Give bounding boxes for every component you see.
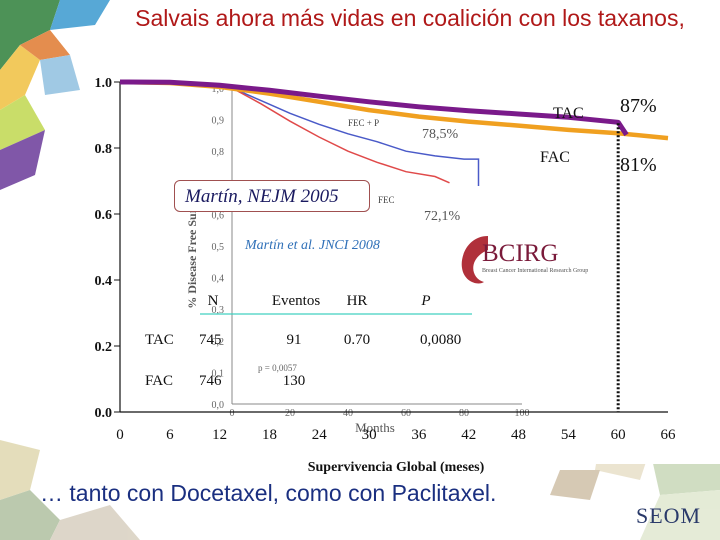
inset-legend-fec: FEC bbox=[378, 195, 395, 205]
inset-y-tick-label: 0,9 bbox=[212, 116, 225, 127]
table-row-n: 745 bbox=[199, 332, 222, 348]
bcirg-logo-mark bbox=[461, 236, 488, 284]
main-chart: 0.0 0.2 0.4 0.6 0.8 1.0 0 6 12 18 24 30 36 42 48 54 60 66… bbox=[95, 76, 677, 475]
inset-reference: Martín et al. JNCI 2008 bbox=[244, 238, 380, 253]
table-header: HR bbox=[347, 293, 368, 309]
main-x-tick-label: 42 bbox=[461, 427, 476, 443]
inset-chart: 0,00,10,20,30,40,50,60,70,80,91,00204060… bbox=[185, 84, 588, 435]
table-row-p: 0,0080 bbox=[420, 332, 461, 348]
table-header: Eventos bbox=[272, 293, 320, 309]
inset-x-tick-label: 40 bbox=[343, 408, 353, 419]
inset-y-tick-label: 0,2 bbox=[212, 337, 225, 348]
main-x-tick-label: 0 bbox=[116, 427, 124, 443]
inset-x-tick-label: 60 bbox=[401, 408, 411, 419]
main-x-tick-label: 54 bbox=[561, 427, 577, 443]
inset-y-tick-label: 0,6 bbox=[212, 210, 225, 221]
table-row-arm: TAC bbox=[145, 332, 174, 348]
inset-y-tick-label: 0,4 bbox=[212, 274, 225, 285]
table-row-events: 91 bbox=[287, 332, 302, 348]
inset-x-tick-label: 20 bbox=[285, 408, 295, 419]
bcirg-logo-subtitle: Breast Cancer International Research Gro… bbox=[482, 268, 588, 274]
bcirg-logo-text: BCIRG bbox=[482, 240, 558, 267]
inset-y-tick-label: 0,1 bbox=[212, 368, 225, 379]
inset-x-tick-label: 0 bbox=[230, 408, 235, 419]
inset-y-tick-label: 0,3 bbox=[212, 305, 225, 316]
slide-footer: … tanto con Docetaxel, como con Paclitax… bbox=[40, 480, 497, 506]
table-row-events: 130 bbox=[283, 373, 306, 389]
series-line-tac bbox=[119, 79, 629, 137]
table-header: P bbox=[420, 293, 430, 309]
main-x-tick-label: 18 bbox=[262, 427, 277, 443]
seom-logo: SEOM bbox=[636, 503, 702, 528]
inset-x-axis-label: Months bbox=[355, 420, 395, 435]
main-x-tick-label: 6 bbox=[166, 427, 174, 443]
inset-y-axis-label: % Disease Free Survival bbox=[185, 183, 199, 309]
inset-y-tick-label: 0,8 bbox=[212, 147, 225, 158]
inset-x-tick-label: 80 bbox=[459, 408, 469, 419]
table-header: N bbox=[208, 293, 219, 309]
series-label-tac: TAC bbox=[553, 105, 584, 122]
main-y-tick-label: 1.0 bbox=[95, 76, 113, 91]
main-x-tick-label: 12 bbox=[212, 427, 227, 443]
end-label-fac: 81% bbox=[620, 154, 657, 176]
main-x-tick-label: 48 bbox=[511, 427, 526, 443]
inset-series-line-1 bbox=[231, 87, 480, 186]
main-y-tick-label: 0.4 bbox=[95, 274, 113, 289]
inset-y-tick-label: 0,5 bbox=[212, 242, 225, 253]
end-label-tac: 87% bbox=[620, 95, 657, 117]
main-x-tick-label: 36 bbox=[411, 427, 427, 443]
main-y-tick-label: 0.0 bbox=[95, 406, 113, 421]
series-label-fac: FAC bbox=[540, 149, 570, 166]
inset-annotation-fec: 72,1% bbox=[424, 209, 461, 224]
table-row-arm: FAC bbox=[145, 373, 173, 389]
reference-main: Martín, NEJM 2005 bbox=[174, 180, 370, 212]
main-x-tick-label: 30 bbox=[362, 427, 377, 443]
inset-p-value: p = 0,0057 bbox=[258, 363, 297, 373]
main-y-tick-label: 0.8 bbox=[95, 142, 113, 157]
inset-x-tick-label: 100 bbox=[515, 408, 530, 419]
inset-y-tick-label: 1,0 bbox=[212, 84, 225, 95]
slide-title: Salvais ahora más vidas en coalición con… bbox=[135, 5, 685, 31]
inset-annotation-fec-p: 78,5% bbox=[422, 127, 459, 142]
inset-legend-fec-p: FEC + P bbox=[348, 118, 379, 128]
main-x-tick-label: 66 bbox=[661, 427, 677, 443]
table-row-n: 746 bbox=[199, 373, 222, 389]
series-line-fac bbox=[119, 79, 669, 141]
inset-y-tick-label: 0,0 bbox=[212, 400, 225, 411]
main-y-tick-label: 0.2 bbox=[95, 340, 113, 355]
table-row-hr: 0.70 bbox=[344, 332, 370, 348]
inset-series-line-2 bbox=[231, 87, 450, 184]
main-x-tick-label: 24 bbox=[312, 427, 328, 443]
main-x-tick-label: 60 bbox=[611, 427, 626, 443]
main-x-axis-label: Supervivencia Global (meses) bbox=[308, 460, 485, 475]
main-y-tick-label: 0.6 bbox=[95, 208, 113, 223]
